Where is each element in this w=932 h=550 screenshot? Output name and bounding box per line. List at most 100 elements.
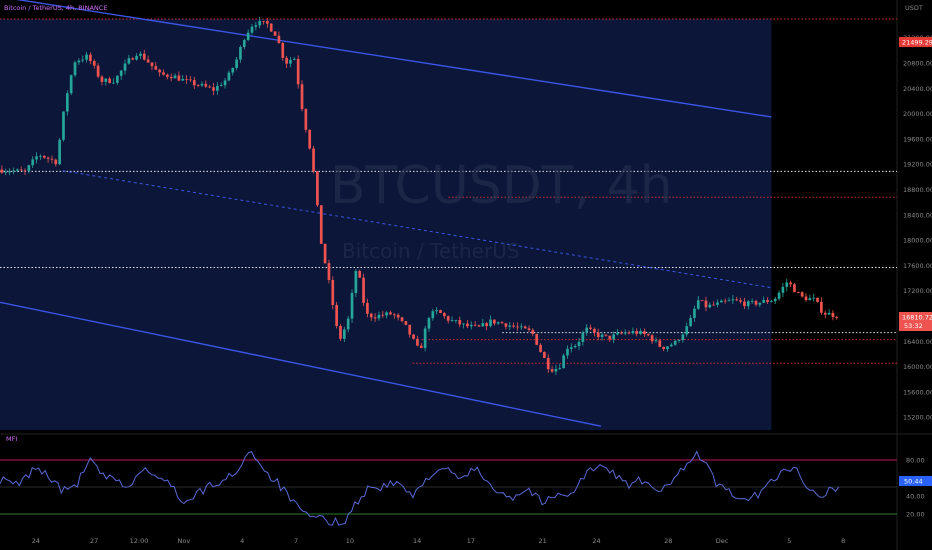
symbol-header[interactable]: Bitcoin / TetherUS, 4h, BINANCE [4, 4, 107, 12]
channel-upper-line [15, 0, 772, 118]
time-tick-label: 14 [413, 537, 421, 545]
time-tick-label: 10 [346, 537, 354, 545]
candle-body [550, 369, 554, 372]
candle-body [696, 300, 700, 309]
candle-body [339, 325, 342, 339]
candle-body [573, 345, 577, 348]
candle-body [562, 355, 565, 369]
candle-body [319, 205, 323, 244]
candle-body [750, 300, 754, 302]
price-tick-label: 17600.00 [903, 262, 932, 270]
candle-body [316, 171, 319, 206]
time-tick-label: 27 [90, 537, 98, 545]
candle-body [439, 310, 442, 314]
candle-body [589, 327, 592, 329]
candle-body [546, 357, 550, 370]
price-tick-label: 19600.00 [903, 135, 932, 143]
candle-body [335, 304, 338, 326]
candle-body [777, 292, 781, 299]
time-tick-label: Nov [178, 537, 191, 545]
candle-body [593, 328, 596, 333]
candle-body [123, 63, 127, 71]
candle-body [654, 340, 658, 342]
mfi-series-line [0, 450, 840, 526]
candle-body [404, 321, 408, 325]
candle-body [369, 313, 373, 318]
candle-body [681, 334, 685, 340]
candle-body [512, 325, 515, 327]
candle-body [150, 62, 154, 67]
candle-body [785, 282, 789, 287]
candle-body [258, 20, 262, 26]
candle-body [569, 347, 573, 349]
mfi-tick-label: 20.00 [906, 510, 925, 518]
candle-body [173, 75, 177, 79]
candle-body [723, 300, 727, 302]
candle-body [677, 339, 681, 341]
price-tick-label: 18800.00 [903, 186, 932, 194]
candle-body [746, 301, 750, 307]
candle-body [250, 26, 254, 33]
candle-body [350, 292, 354, 319]
candle-body [789, 282, 792, 285]
candle-body [323, 243, 327, 264]
candle-body [831, 312, 835, 318]
candle-body [277, 35, 281, 43]
candle-body [0, 169, 4, 173]
candle-body [62, 111, 65, 140]
candle-body [112, 82, 115, 84]
candle-body [19, 169, 23, 171]
mfi-indicator-label[interactable]: MFI [6, 435, 17, 443]
candle-body [700, 300, 704, 302]
watermark-name: Bitcoin / TetherUS [342, 239, 520, 263]
candle-body [466, 323, 469, 327]
candle-body [273, 31, 277, 36]
candle-body [481, 323, 485, 327]
candle-body [104, 78, 108, 82]
candle-body [108, 78, 111, 83]
candle-body [73, 62, 77, 76]
candle-body [596, 332, 600, 338]
candle-body [246, 32, 250, 41]
price-tick-label: 16400.00 [903, 338, 932, 346]
candle-body [242, 40, 246, 48]
candle-body [54, 159, 58, 165]
candle-body [754, 300, 758, 305]
candle-body [192, 80, 196, 86]
candle-body [612, 334, 615, 340]
candle-body [162, 72, 165, 75]
candle-body [800, 292, 804, 297]
candle-body [662, 346, 665, 350]
candle-body [373, 317, 377, 319]
price-tick-label: 15600.00 [903, 388, 932, 396]
candle-body [77, 60, 81, 63]
time-tick-label: 4 [240, 537, 244, 545]
candle-body [443, 313, 446, 317]
candle-body [812, 297, 816, 299]
candle-body [358, 271, 362, 278]
candle-body [308, 129, 312, 149]
candle-body [281, 42, 285, 58]
candle-body [577, 341, 581, 346]
candle-body [469, 324, 473, 327]
candle-body [146, 59, 150, 63]
candle-body [42, 155, 46, 158]
candle-body [135, 55, 138, 60]
candle-body [423, 328, 427, 348]
candle-body [519, 326, 523, 328]
candle-body [346, 318, 350, 330]
candle-body [816, 297, 819, 302]
mfi-tick-label: 40.00 [906, 492, 925, 500]
candle-body [773, 298, 777, 302]
candle-body [558, 368, 562, 370]
candle-body [619, 332, 623, 334]
candle-body [543, 351, 546, 358]
time-tick-label: Dec [716, 537, 729, 545]
candle-body [835, 317, 839, 318]
price-tick-label: 18000.00 [903, 237, 932, 245]
candle-body [4, 171, 8, 173]
candle-body [496, 322, 500, 324]
candle-body [727, 300, 731, 302]
price-tick-label: 17200.00 [903, 287, 932, 295]
